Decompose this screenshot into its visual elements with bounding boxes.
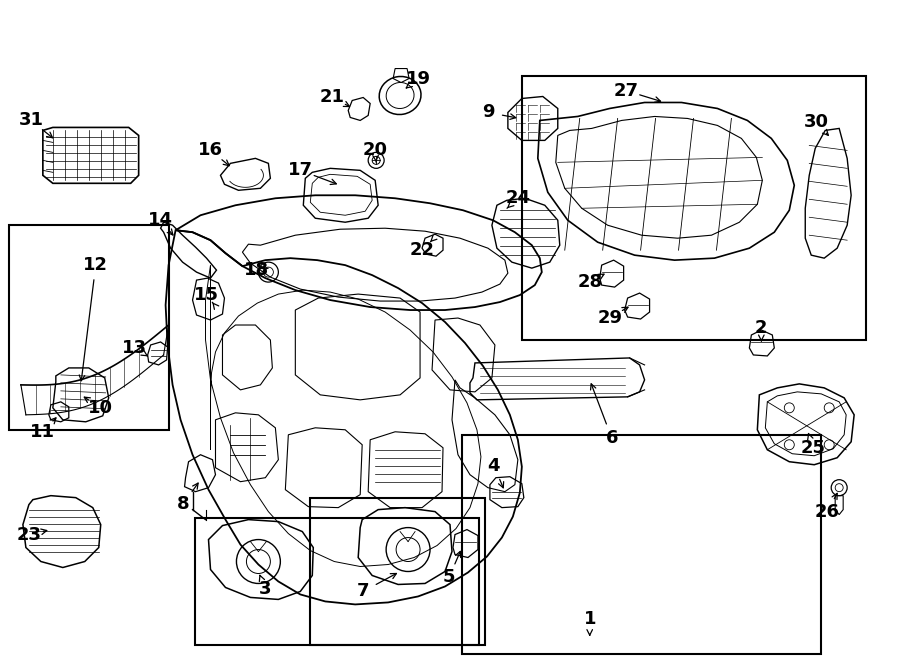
Text: 10: 10 xyxy=(88,399,113,417)
Text: 23: 23 xyxy=(16,525,41,543)
Text: 26: 26 xyxy=(814,502,840,521)
Text: 12: 12 xyxy=(83,256,108,274)
Text: 18: 18 xyxy=(244,261,269,279)
Bar xyxy=(522,75,866,340)
Text: 14: 14 xyxy=(148,212,173,229)
Text: 28: 28 xyxy=(577,273,602,291)
Text: 30: 30 xyxy=(804,114,829,132)
Text: 11: 11 xyxy=(31,423,56,441)
Text: 5: 5 xyxy=(443,568,455,586)
Text: 6: 6 xyxy=(606,429,618,447)
Text: 17: 17 xyxy=(288,161,313,179)
Text: 1: 1 xyxy=(583,610,596,629)
Text: 24: 24 xyxy=(506,189,530,208)
Text: 7: 7 xyxy=(357,582,369,600)
Text: 31: 31 xyxy=(18,112,43,130)
Text: 13: 13 xyxy=(122,339,148,357)
Bar xyxy=(462,435,821,654)
Text: 22: 22 xyxy=(410,241,435,259)
Text: 29: 29 xyxy=(598,309,622,327)
Text: 25: 25 xyxy=(801,439,825,457)
Text: 8: 8 xyxy=(177,494,190,513)
Text: 15: 15 xyxy=(194,286,219,304)
Text: 2: 2 xyxy=(755,319,768,337)
Bar xyxy=(9,225,168,430)
Text: 21: 21 xyxy=(320,89,345,106)
Bar xyxy=(194,518,479,645)
Text: 3: 3 xyxy=(259,580,272,598)
Text: 20: 20 xyxy=(363,141,388,159)
Text: 4: 4 xyxy=(488,457,500,475)
Bar xyxy=(310,498,485,645)
Text: 19: 19 xyxy=(406,69,430,87)
Text: 27: 27 xyxy=(613,81,638,100)
Text: 16: 16 xyxy=(198,141,223,159)
Text: 9: 9 xyxy=(482,104,494,122)
